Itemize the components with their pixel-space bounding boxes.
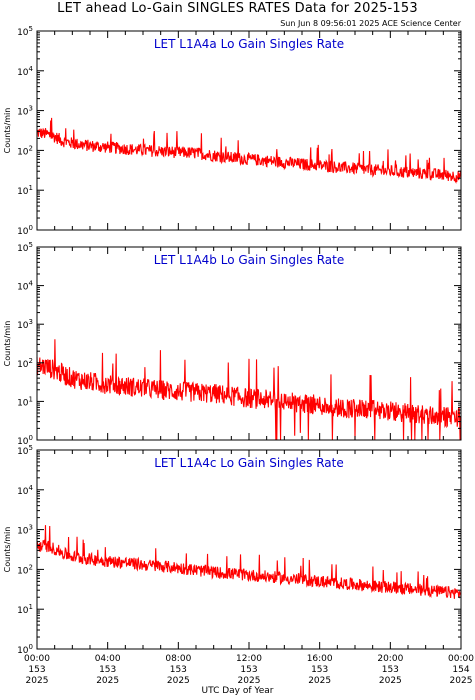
y-axis-label: Counts/min: [3, 527, 12, 573]
x-tick-label: 16:00: [307, 654, 333, 664]
y-tick-label: 103: [17, 524, 33, 537]
panel-title: LET L1A4b Lo Gain Singles Rate: [154, 253, 345, 267]
chart-panel-3: 100 101 102 103 104 105 Counts/min LET L1A4c Lo…: [3, 444, 462, 656]
chart-panel-2: 100 101 102 103 104 105 Counts/min LET L1A4b Lo…: [3, 241, 462, 447]
x-tick-label: 2025: [167, 676, 190, 686]
x-tick-label: 2025: [308, 676, 331, 686]
x-tick-label: 153: [28, 665, 45, 675]
chart-panel-1: 100 101 102 103 104 105 Counts/min LET L1A4a Lo…: [3, 25, 462, 237]
y-tick-label: 105: [17, 241, 33, 254]
x-tick-label: 2025: [238, 676, 261, 686]
data-series-line: [36, 339, 462, 441]
y-tick-label: 102: [17, 563, 33, 576]
y-tick-label: 104: [17, 65, 33, 78]
x-tick-label: 153: [382, 665, 399, 675]
y-tick-label: 105: [17, 444, 33, 457]
y-tick-label: 101: [17, 184, 33, 197]
x-tick-label: 20:00: [377, 654, 403, 664]
x-tick-label: 154: [452, 665, 469, 675]
x-tick-label: 2025: [26, 676, 49, 686]
data-series-line: [36, 525, 462, 599]
x-tick-label: 00:00: [24, 654, 50, 664]
plot-frame: [36, 449, 462, 650]
y-axis-label: Counts/min: [3, 108, 12, 154]
panel-title: LET L1A4a Lo Gain Singles Rate: [154, 37, 344, 51]
x-axis-title: UTC Day of Year: [201, 686, 274, 696]
y-tick-label: 100: [17, 434, 33, 447]
x-tick-label: 2025: [96, 676, 119, 686]
data-series-line: [36, 117, 462, 184]
y-tick-label: 103: [17, 318, 33, 331]
y-tick-label: 100: [17, 224, 33, 237]
plot-frame: [36, 30, 462, 231]
y-tick-label: 104: [17, 484, 33, 497]
y-tick-label: 102: [17, 357, 33, 370]
panel-title: LET L1A4c Lo Gain Singles Rate: [154, 456, 344, 470]
x-tick-label: 00:00: [448, 654, 474, 664]
x-tick-label: 2025: [379, 676, 402, 686]
y-tick-label: 101: [17, 603, 33, 616]
y-tick-label: 102: [17, 144, 33, 157]
x-tick-label: 04:00: [95, 654, 121, 664]
y-tick-label: 105: [17, 25, 33, 38]
y-axis-label: Counts/min: [3, 321, 12, 367]
x-tick-label: 08:00: [165, 654, 191, 664]
x-tick-label: 153: [99, 665, 116, 675]
x-tick-label: 12:00: [236, 654, 262, 664]
y-tick-label: 101: [17, 395, 33, 408]
x-tick-label: 153: [240, 665, 257, 675]
x-tick-label: 153: [311, 665, 328, 675]
x-tick-label: 2025: [450, 676, 473, 686]
y-tick-label: 104: [17, 280, 33, 293]
timestamp: Sun Jun 8 09:56:01 2025 ACE Science Cent…: [280, 19, 461, 28]
y-tick-label: 103: [17, 105, 33, 118]
x-tick-label: 153: [170, 665, 187, 675]
y-tick-label: 100: [17, 643, 33, 656]
page-title: LET ahead Lo-Gain SINGLES RATES Data for…: [57, 1, 418, 16]
